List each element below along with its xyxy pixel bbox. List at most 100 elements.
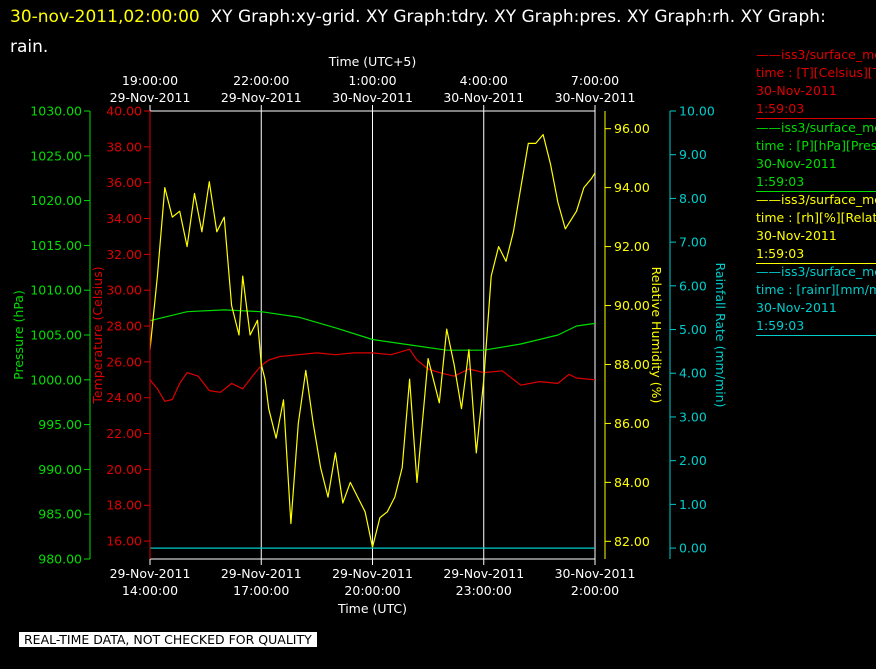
bottom-tick-date: 29-Nov-2011 <box>332 566 413 581</box>
humidity-tick-label: 90.00 <box>614 298 650 313</box>
legend-temperature: ——iss3/surface_met time : [T][Celsius][T… <box>756 46 876 119</box>
temperature-tick-label: 34.00 <box>106 211 142 226</box>
pressure-tick-label: 985.00 <box>38 507 82 522</box>
series-pressure-line <box>149 309 596 351</box>
legend-series-field: time : [P][hPa][Pressure <box>756 138 876 153</box>
top-tick-date: 30-Nov-2011 <box>332 90 413 105</box>
legend-series-field: time : [T][Celsius][Temp <box>756 65 876 80</box>
legend-humidity: ——iss3/surface_met time : [rh][%][Relati… <box>756 191 876 264</box>
temperature-tick-label: 40.00 <box>106 104 142 119</box>
legend-series-field: time : [rainr][mm/min] <box>756 282 876 297</box>
pressure-tick-label: 990.00 <box>38 462 82 477</box>
legend-series-date: 30-Nov-2011 <box>756 228 837 243</box>
humidity-tick-label: 92.00 <box>614 239 650 254</box>
rain-tick-label: 10.00 <box>679 104 715 119</box>
legend-series-field: time : [rh][%][Relative <box>756 210 876 225</box>
bottom-axis-title: Time (UTC) <box>337 601 407 616</box>
grid <box>149 110 596 560</box>
rain-tick-label: 6.00 <box>679 278 707 293</box>
temperature-tick-label: 16.00 <box>106 534 142 549</box>
rain-tick-label: 5.00 <box>679 322 707 337</box>
rain-tick-label: 8.00 <box>679 191 707 206</box>
top-tick-time: 22:00:00 <box>233 73 289 88</box>
legend-series-name: ——iss3/surface_met <box>756 264 876 279</box>
window-title: 30-nov-2011,02:00:00 XY Graph:xy-grid. X… <box>10 2 860 62</box>
humidity-tick-label: 84.00 <box>614 475 650 490</box>
legend-series-name: ——iss3/surface_met <box>756 120 876 135</box>
legend-series-time: 1:59:03 <box>756 246 805 261</box>
rain-tick-label: 4.00 <box>679 366 707 381</box>
temperature-tick-label: 22.00 <box>106 426 142 441</box>
bottom-tick-date: 30-Nov-2011 <box>555 566 636 581</box>
top-tick-time: 4:00:00 <box>460 73 508 88</box>
legend-series-time: 1:59:03 <box>756 174 805 189</box>
top-tick-time: 19:00:00 <box>122 73 178 88</box>
series-humidity-line <box>149 134 596 548</box>
temperature-tick-label: 26.00 <box>106 354 142 369</box>
pressure-tick-label: 1010.00 <box>30 283 82 298</box>
series <box>149 134 596 549</box>
temperature-tick-label: 24.00 <box>106 390 142 405</box>
humidity-tick-label: 82.00 <box>614 534 650 549</box>
humidity-tick-label: 88.00 <box>614 357 650 372</box>
legend-series-name: ——iss3/surface_met <box>756 192 876 207</box>
top-tick-date: 29-Nov-2011 <box>110 90 191 105</box>
rain-tick-label: 2.00 <box>679 453 707 468</box>
legend-series-time: 1:59:03 <box>756 101 805 116</box>
legend-series-date: 30-Nov-2011 <box>756 83 837 98</box>
top-axis-title: Time (UTC+5) <box>328 54 417 69</box>
bottom-tick-time: 17:00:00 <box>233 583 289 598</box>
bottom-tick-time: 14:00:00 <box>122 583 178 598</box>
legend-series-time: 1:59:03 <box>756 318 805 333</box>
temperature-tick-label: 38.00 <box>106 139 142 154</box>
pressure-tick-label: 995.00 <box>38 417 82 432</box>
pressure-tick-label: 1025.00 <box>30 148 82 163</box>
pressure-tick-label: 1015.00 <box>30 238 82 253</box>
bottom-tick-time: 23:00:00 <box>456 583 512 598</box>
rain-tick-label: 7.00 <box>679 235 707 250</box>
humidity-tick-label: 86.00 <box>614 416 650 431</box>
top-tick-date: 30-Nov-2011 <box>555 90 636 105</box>
quality-disclaimer: REAL-TIME DATA, NOT CHECKED FOR QUALITY <box>19 632 317 647</box>
pressure-tick-label: 1005.00 <box>30 328 82 343</box>
top-tick-date: 30-Nov-2011 <box>443 90 524 105</box>
humidity-tick-label: 96.00 <box>614 121 650 136</box>
temperature-tick-label: 30.00 <box>106 283 142 298</box>
bottom-tick-time: 20:00:00 <box>344 583 400 598</box>
humidity-axis-title: Relative Humidity (%) <box>649 267 664 404</box>
legend-series-name: ——iss3/surface_met <box>756 47 876 62</box>
bottom-tick-time: 2:00:00 <box>571 583 619 598</box>
pressure-axis-title: Pressure (hPa) <box>11 290 26 380</box>
top-tick-date: 29-Nov-2011 <box>221 90 302 105</box>
temperature-tick-label: 20.00 <box>106 462 142 477</box>
humidity-tick-label: 94.00 <box>614 180 650 195</box>
axes: 19:00:00 29-Nov-2011 22:00:00 29-Nov-2011 1:… <box>11 54 728 616</box>
rain-axis-title: Rainfall Rate (mm/min) <box>713 263 728 408</box>
graph-titles: XY Graph:xy-grid. XY Graph:tdry. XY Grap… <box>10 7 826 57</box>
legend-pressure: ——iss3/surface_met time : [P][hPa][Press… <box>756 119 876 192</box>
legend-series-date: 30-Nov-2011 <box>756 300 837 315</box>
rain-tick-label: 9.00 <box>679 147 707 162</box>
pressure-tick-label: 1020.00 <box>30 193 82 208</box>
temperature-tick-label: 36.00 <box>106 175 142 190</box>
bottom-tick-date: 29-Nov-2011 <box>221 566 302 581</box>
bottom-tick-date: 29-Nov-2011 <box>443 566 524 581</box>
rain-tick-label: 1.00 <box>679 497 707 512</box>
timestamp: 30-nov-2011,02:00:00 <box>10 7 200 27</box>
top-tick-time: 7:00:00 <box>571 73 619 88</box>
pressure-tick-label: 980.00 <box>38 552 82 567</box>
series-temperature-line <box>149 348 596 402</box>
temperature-tick-label: 18.00 <box>106 498 142 513</box>
temperature-tick-label: 32.00 <box>106 247 142 262</box>
rain-tick-label: 3.00 <box>679 409 707 424</box>
temperature-tick-label: 28.00 <box>106 319 142 334</box>
temperature-axis-title: Temperature (Celsius) <box>90 266 105 404</box>
legend-rainfall: ——iss3/surface_met time : [rainr][mm/min… <box>756 263 876 336</box>
rain-tick-label: 0.00 <box>679 541 707 556</box>
legend-series-date: 30-Nov-2011 <box>756 156 837 171</box>
pressure-tick-label: 1000.00 <box>30 372 82 387</box>
top-tick-time: 1:00:00 <box>348 73 396 88</box>
bottom-tick-date: 29-Nov-2011 <box>110 566 191 581</box>
pressure-tick-label: 1030.00 <box>30 104 82 119</box>
